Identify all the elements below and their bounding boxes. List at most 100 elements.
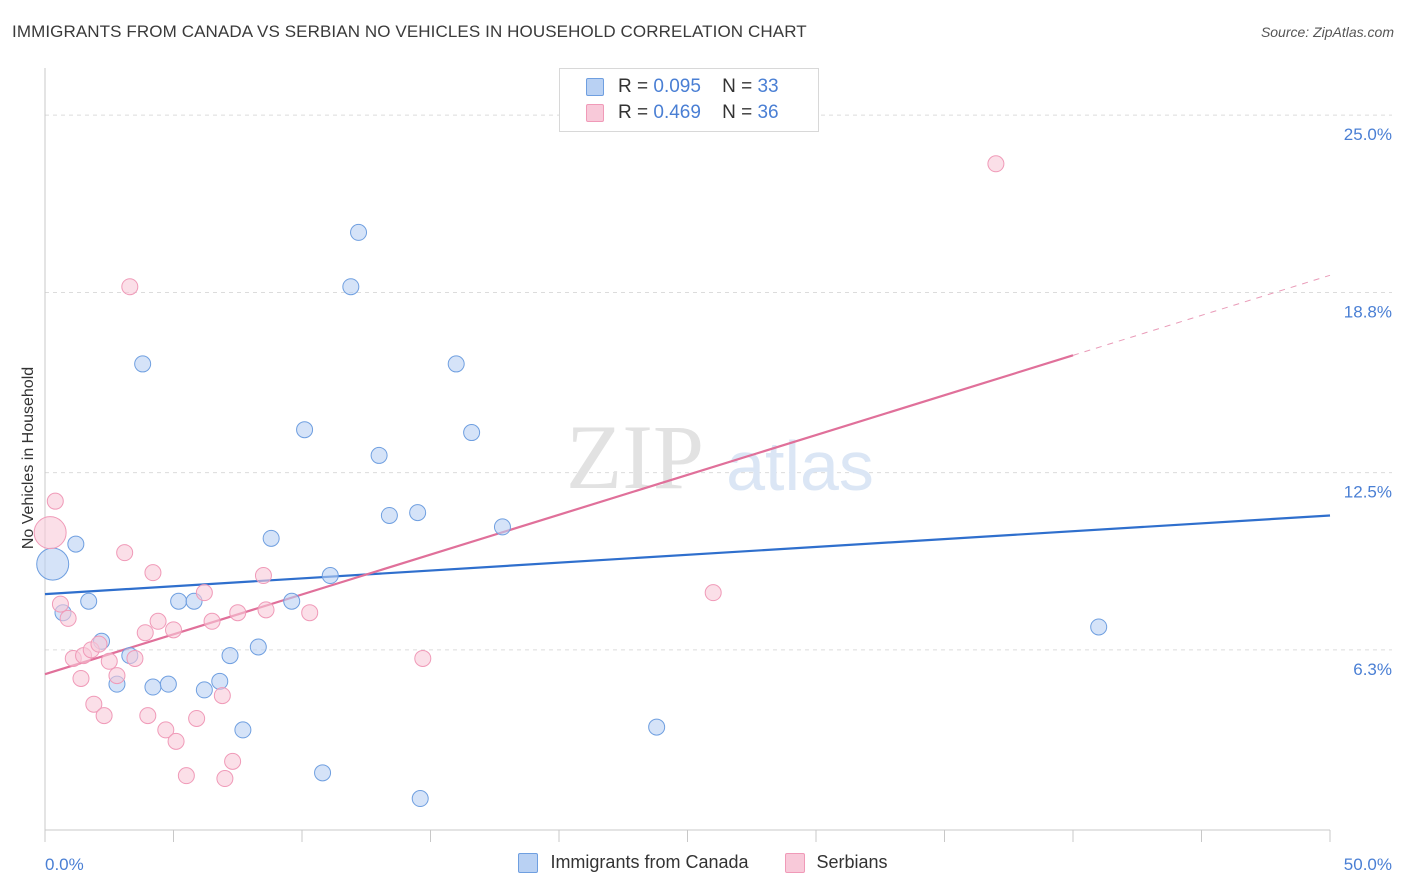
serbian-point — [108, 667, 126, 685]
watermark-zip: ZIP — [566, 406, 704, 508]
serbian-point — [51, 595, 69, 613]
canada-point — [321, 567, 339, 585]
serbian-point — [254, 567, 272, 585]
n-value: 33 — [757, 76, 779, 97]
canada-point — [314, 764, 332, 782]
r-value: 0.469 — [653, 102, 701, 123]
serbian-point — [72, 669, 90, 687]
stats-legend-row-serbians: R = 0.469 N = 36 — [586, 101, 779, 125]
canada-point — [648, 718, 666, 736]
serbian-point — [90, 635, 108, 653]
canada-point — [234, 721, 252, 739]
stats-legend-row-canada: R = 0.095 N = 33 — [586, 75, 779, 99]
serbian-point — [195, 584, 213, 602]
n-value: 36 — [757, 102, 779, 123]
canada-point — [249, 638, 267, 656]
serbian-trend-line — [44, 354, 1074, 676]
r-label: R = — [618, 76, 649, 97]
canada-trend-line — [44, 514, 1331, 596]
x-tick-label: 0.0% — [45, 855, 84, 874]
serbian-point — [100, 652, 118, 670]
y-tick-label: 18.8% — [1344, 302, 1392, 321]
serbian-point — [59, 609, 77, 627]
n-label: N = — [722, 102, 753, 123]
canada-point — [380, 506, 398, 524]
serbian-point — [157, 721, 175, 739]
serbian-point — [203, 612, 221, 630]
canada-point — [67, 535, 85, 553]
serbian-point — [167, 732, 185, 750]
serbian-point — [165, 621, 182, 639]
legend-item-serbians[interactable]: Serbians — [784, 852, 888, 873]
serbian-point — [126, 649, 144, 667]
serbian-point — [144, 564, 162, 582]
legend-label-serbians: Serbians — [816, 852, 888, 872]
serbian-point — [188, 709, 206, 727]
y-tick-label: 12.5% — [1344, 483, 1392, 502]
series-legend: Immigrants from Canada Serbians — [0, 852, 1406, 873]
canada-point — [262, 529, 280, 547]
source-label: Source: ZipAtlas.com — [1260, 24, 1394, 40]
serbian-point — [987, 155, 1005, 173]
serbian-point — [116, 544, 134, 562]
canada-point — [170, 592, 188, 610]
canada-point — [370, 446, 388, 464]
canada-point — [1090, 618, 1108, 636]
serbian-point — [121, 278, 139, 296]
serbian-point — [414, 649, 432, 667]
serbian-point — [136, 624, 154, 642]
chart-title: IMMIGRANTS FROM CANADA VS SERBIAN NO VEH… — [12, 22, 807, 41]
canada-point — [447, 355, 465, 373]
canada-point — [159, 675, 177, 693]
watermark: ZIP atlas — [566, 406, 874, 508]
serbian-point — [149, 612, 167, 630]
legend-item-canada[interactable]: Immigrants from Canada — [518, 852, 749, 873]
canada-point — [493, 518, 511, 536]
canada-point — [144, 678, 162, 696]
x-tick-label: 50.0% — [1344, 855, 1392, 874]
serbian-point — [177, 767, 195, 785]
n-label: N = — [722, 76, 753, 97]
serbians-legend-swatch — [784, 852, 805, 873]
serbians-swatch — [586, 104, 604, 122]
serbian-point — [33, 516, 67, 550]
canada-point — [296, 421, 314, 439]
canada-point — [221, 647, 239, 665]
serbian-point — [224, 752, 242, 770]
canada-point — [342, 278, 360, 296]
serbian-point — [95, 707, 113, 725]
canada-point — [36, 547, 70, 581]
gridlines — [45, 114, 1392, 651]
y-tick-label: 6.3% — [1353, 660, 1392, 679]
canada-point — [283, 592, 301, 610]
r-value: 0.095 — [653, 76, 701, 97]
canada-point — [211, 672, 229, 690]
serbian-point — [139, 707, 157, 725]
serbian-point — [257, 601, 275, 619]
canada-point — [350, 223, 368, 241]
legend-label-canada: Immigrants from Canada — [550, 852, 749, 872]
serbian-point — [85, 695, 103, 713]
canada-legend-swatch — [518, 852, 539, 873]
serbian-point — [704, 584, 722, 602]
watermark-atlas: atlas — [726, 427, 874, 505]
canada-point — [134, 355, 152, 373]
canada-swatch — [586, 78, 604, 96]
canada-point — [195, 681, 213, 699]
y-tick-label: 25.0% — [1344, 125, 1392, 144]
canada-point — [463, 424, 481, 442]
serbian-point — [46, 492, 64, 510]
serbian-point — [216, 770, 234, 788]
tick-labels: 6.3% 12.5% 18.8% 25.0% 0.0% 50.0% — [45, 125, 1392, 874]
canada-point — [409, 504, 427, 522]
axes — [44, 68, 1331, 842]
canada-point — [411, 790, 429, 808]
serbian-point — [213, 687, 231, 705]
r-label: R = — [618, 102, 649, 123]
data-points — [33, 155, 1108, 808]
stats-legend: R = 0.095 N = 33 R = 0.469 N = 36 — [559, 68, 819, 132]
serbian-trend-extension — [1072, 274, 1331, 356]
canada-point — [80, 592, 98, 610]
serbian-point — [229, 604, 247, 622]
